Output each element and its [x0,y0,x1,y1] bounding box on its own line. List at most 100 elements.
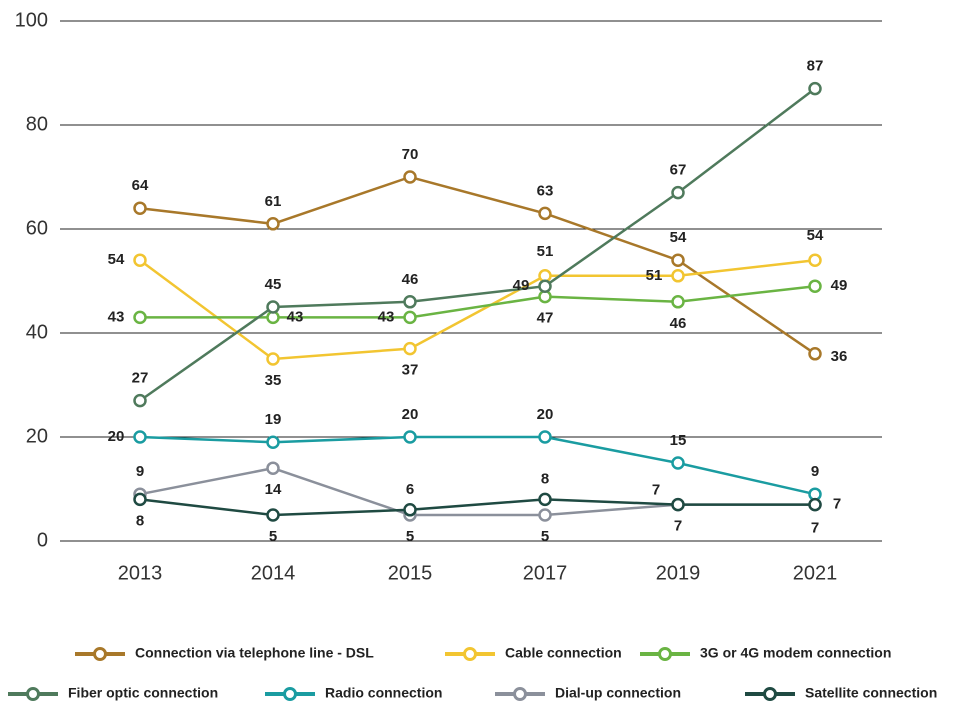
x-tick-label: 2021 [793,562,838,584]
data-label: 20 [108,428,125,445]
point [266,435,280,449]
point [403,170,417,184]
data-label: 43 [378,308,395,325]
point [538,206,552,221]
series-line [139,175,816,355]
data-label: 46 [670,315,687,332]
data-label: 46 [402,271,419,288]
y-tick-label: 40 [26,321,48,343]
point [403,310,417,325]
data-label: 45 [265,276,282,293]
data-label: 37 [402,362,419,379]
point [403,430,417,444]
point [538,508,552,522]
x-tick-label: 2019 [656,562,701,584]
point [133,492,147,507]
data-label: 6 [406,481,414,498]
point [266,508,280,522]
data-label: 20 [537,406,554,423]
data-label: 8 [541,470,549,487]
point [808,497,822,512]
y-tick-label: 20 [26,425,48,447]
data-label: 5 [269,528,277,545]
point [671,456,685,470]
data-label: 63 [537,182,554,199]
legend-label: Dial-up connection [555,685,681,701]
legend-marker [513,687,527,701]
x-tick-label: 2013 [118,562,163,584]
legend-marker [763,687,777,701]
x-tick-label: 2015 [388,562,433,584]
y-tick-label: 0 [37,529,48,551]
point [133,393,147,408]
point [403,341,417,356]
data-label: 43 [287,308,304,325]
data-label: 14 [265,481,282,498]
legend-label: Cable connection [505,645,622,661]
data-label: 36 [831,348,848,365]
data-label: 54 [807,227,824,244]
point [266,300,280,314]
y-tick-label: 60 [26,217,48,239]
data-label: 27 [132,370,149,387]
legend-label: Radio connection [325,685,442,701]
legend-label: Connection via telephone line - DSL [135,645,374,661]
y-tick-label: 80 [26,113,48,135]
data-label: 7 [811,520,819,537]
point [671,185,685,200]
point [538,492,552,507]
data-label: 51 [537,243,554,260]
point [671,253,685,267]
y-tick-label: 100 [15,9,48,31]
data-label: 7 [674,518,682,535]
data-label: 87 [807,58,824,75]
point [403,295,417,309]
point [403,503,417,517]
data-label: 7 [833,496,841,513]
point [133,253,147,267]
data-label: 5 [541,528,549,545]
data-label: 70 [402,146,419,163]
data-label: 9 [136,463,144,480]
point [266,217,280,231]
point [538,279,552,293]
data-label: 20 [402,406,419,423]
data-label: 5 [406,528,414,545]
data-label: 54 [670,229,687,246]
series-line [139,258,816,361]
series-line [139,87,816,402]
data-label: 8 [136,512,144,529]
point [671,269,685,283]
legend-marker [93,647,107,661]
legend-marker [658,647,672,661]
series-line [140,284,816,319]
legend-marker [463,647,477,661]
data-label: 15 [670,432,687,449]
legend-marker [283,687,297,701]
data-label: 64 [132,177,149,194]
legend-label: Fiber optic connection [68,685,218,701]
series-line [139,466,815,517]
data-label: 7 [652,482,660,499]
data-label: 49 [831,277,848,294]
legend-marker [26,687,40,701]
point [808,253,822,267]
point [266,352,280,366]
data-label: 61 [265,193,282,210]
point [671,497,685,512]
data-label: 19 [265,411,282,428]
legend-label: 3G or 4G modem connection [700,645,891,661]
data-label: 43 [108,308,125,325]
data-label: 54 [108,251,125,268]
point [808,347,822,361]
point [133,201,147,215]
point [538,430,552,444]
x-tick-label: 2017 [523,562,568,584]
data-label: 49 [513,277,530,294]
data-label: 35 [265,372,282,389]
data-label: 47 [537,310,554,327]
series-line [139,498,815,517]
point [266,461,280,475]
point [671,295,685,309]
